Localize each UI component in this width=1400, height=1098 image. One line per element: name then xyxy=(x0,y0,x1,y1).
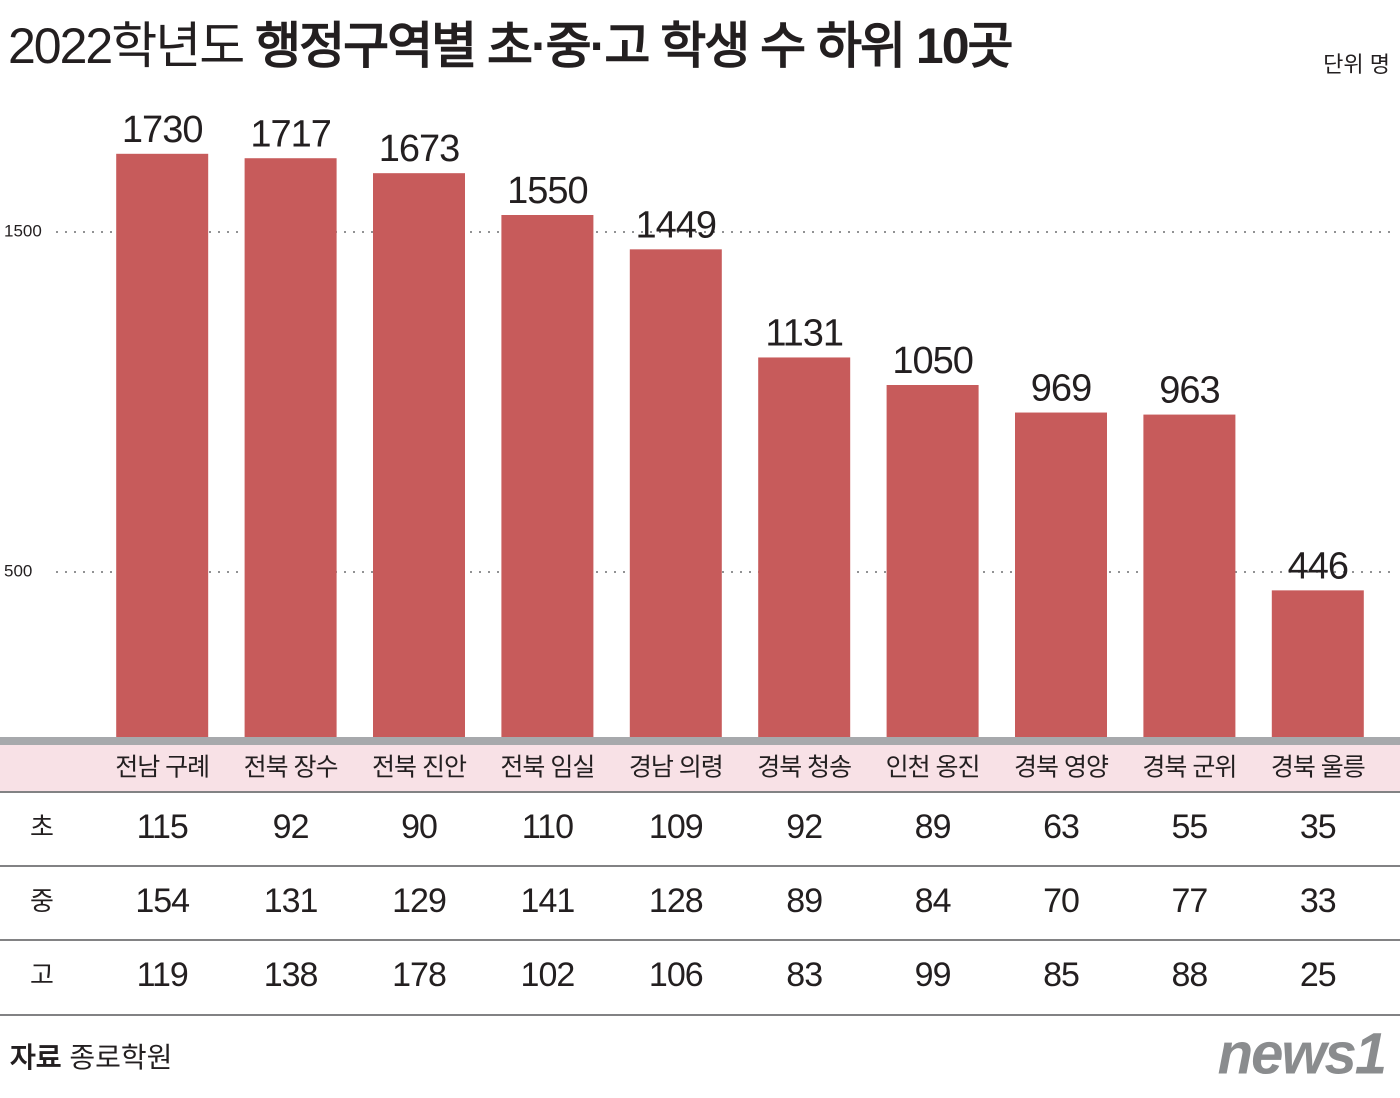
table-cell: 106 xyxy=(649,956,703,994)
table-cell: 92 xyxy=(273,808,309,846)
table-cell: 83 xyxy=(786,956,822,994)
value-label: 1717 xyxy=(250,113,331,155)
category-band xyxy=(0,745,1400,791)
bar xyxy=(886,385,979,742)
table-cell: 138 xyxy=(264,956,318,994)
bar xyxy=(1271,590,1364,742)
bar xyxy=(501,215,594,742)
table-cell: 129 xyxy=(392,882,446,920)
value-label: 969 xyxy=(1031,368,1091,410)
table-cell: 154 xyxy=(135,882,189,920)
value-label: 1449 xyxy=(636,204,717,246)
value-label: 1550 xyxy=(507,170,588,212)
table-cell: 131 xyxy=(264,882,318,920)
table-cell: 92 xyxy=(786,808,822,846)
value-label: 446 xyxy=(1288,545,1348,587)
table-cell: 33 xyxy=(1300,882,1336,920)
chart-title: 2022학년도 행정구역별 초·중·고 학생 수 하위 10곳 xyxy=(8,18,1013,74)
x-tick-label: 전북 임실 xyxy=(500,754,594,782)
table-cell: 70 xyxy=(1043,882,1079,920)
table-cell: 178 xyxy=(392,956,446,994)
bar xyxy=(244,158,337,743)
x-tick-label: 인천 옹진 xyxy=(886,754,980,782)
logo: news1 xyxy=(1218,1021,1385,1086)
table-lines xyxy=(0,791,1400,1016)
y-tick-label: 500 xyxy=(4,561,32,580)
table-cell: 84 xyxy=(915,882,951,920)
table-cell: 63 xyxy=(1043,808,1079,846)
value-label: 1673 xyxy=(379,128,460,170)
row-label: 중 xyxy=(30,886,54,916)
table-cell: 89 xyxy=(786,882,822,920)
x-tick-label: 경북 청송 xyxy=(757,754,851,782)
value-label: 1050 xyxy=(892,340,973,382)
table-cell: 55 xyxy=(1171,808,1207,846)
x-tick-label: 경남 의령 xyxy=(629,754,723,782)
table-cell: 115 xyxy=(137,808,188,846)
table-cell: 88 xyxy=(1171,956,1207,994)
x-tick-label: 경북 군위 xyxy=(1142,754,1236,782)
table-cell: 77 xyxy=(1171,882,1207,920)
bar xyxy=(116,153,209,743)
table-cell: 141 xyxy=(521,882,575,920)
table-cell: 35 xyxy=(1300,808,1336,846)
table-cell: 109 xyxy=(649,808,703,846)
x-tick-label: 경북 울릉 xyxy=(1271,754,1365,782)
row-label: 초 xyxy=(30,812,54,842)
x-tick-label: 전북 장수 xyxy=(244,754,338,782)
table-cell: 90 xyxy=(401,808,437,846)
table-cell: 102 xyxy=(521,956,575,994)
title-prefix: 2022학년도 xyxy=(8,18,243,74)
x-tick-label: 전남 구례 xyxy=(115,754,209,782)
table-cell: 128 xyxy=(649,882,703,920)
table-cell: 110 xyxy=(522,808,573,846)
bar xyxy=(1143,414,1236,742)
value-label: 1730 xyxy=(122,109,203,151)
value-label: 963 xyxy=(1159,370,1219,412)
bar xyxy=(758,357,851,742)
bar xyxy=(1015,412,1107,742)
source: 자료 종로학원 xyxy=(10,1042,172,1073)
table-cell: 89 xyxy=(915,808,951,846)
x-tick-label: 전북 진안 xyxy=(372,754,467,782)
row-label: 고 xyxy=(30,960,54,990)
table-cell: 99 xyxy=(915,956,951,994)
x-tick-label: 경북 영양 xyxy=(1014,754,1109,782)
table-cell: 85 xyxy=(1043,956,1079,994)
table-cell: 119 xyxy=(137,956,188,994)
table-cell: 25 xyxy=(1300,956,1336,994)
bar xyxy=(373,173,465,742)
y-tick-label: 1500 xyxy=(4,221,42,240)
bar xyxy=(629,249,722,742)
source-label: 자료 xyxy=(10,1042,62,1073)
value-label: 1131 xyxy=(765,312,843,354)
unit-label: 단위 명 xyxy=(1323,52,1390,77)
baseline xyxy=(0,737,1400,745)
source-name: 종로학원 xyxy=(69,1042,172,1073)
title-main: 행정구역별 초·중·고 학생 수 하위 10곳 xyxy=(255,18,1012,74)
